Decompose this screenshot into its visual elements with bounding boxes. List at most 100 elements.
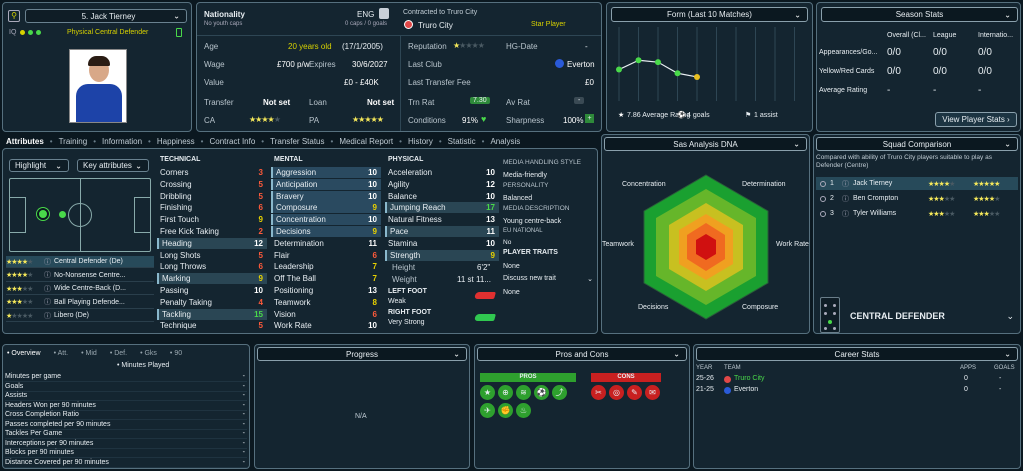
attribute-row[interactable]: Long Shots 5 (157, 250, 267, 261)
attribute-row[interactable]: Finishing 6 (157, 202, 267, 213)
attribute-row[interactable]: Dribbling 5 (157, 191, 267, 202)
attribute-row[interactable]: Pace 11 (385, 226, 499, 237)
form-point[interactable] (674, 70, 681, 77)
tab-attributes[interactable]: Attributes (6, 137, 44, 146)
overview-row: Cross Completion Ratio - (5, 410, 247, 420)
player-select-dropdown[interactable]: 5. Jack Tierney ⌄ (25, 9, 187, 23)
attribute-row[interactable]: Positioning 13 (271, 285, 381, 296)
career-team[interactable]: Everton (734, 386, 759, 393)
attribute-row[interactable]: Heading 12 (157, 237, 267, 249)
pencil-badge-icon[interactable]: ✎ (627, 385, 642, 400)
attribute-row[interactable]: Crossing 5 (157, 179, 267, 190)
dna-title-dropdown[interactable]: Sas Analysis DNA ⌄ (604, 137, 807, 151)
attribute-row[interactable]: Vision 6 (271, 309, 381, 320)
key-attributes-dropdown[interactable]: Key attributes ⌄ (77, 159, 149, 172)
star-badge-icon[interactable]: ★ (480, 385, 495, 400)
squad-title-dropdown[interactable]: Squad Comparison ⌄ (816, 137, 1018, 151)
attribute-row[interactable]: Passing 10 (157, 285, 267, 296)
attribute-row[interactable]: Concentration 10 (271, 214, 381, 226)
form-point[interactable] (635, 57, 642, 64)
form-point[interactable] (655, 59, 661, 66)
attribute-row[interactable]: Determination 11 (271, 238, 381, 249)
strength-badge-icon[interactable]: ✊ (498, 403, 513, 418)
note-badge-icon[interactable]: ✉ (645, 385, 660, 400)
season-title-dropdown[interactable]: Season Stats ⌄ (821, 7, 1018, 22)
tab-statistic[interactable]: Statistic (447, 137, 476, 146)
attribute-value: 7 (372, 274, 377, 284)
form-title-dropdown[interactable]: Form (Last 10 Matches) ⌄ (611, 7, 808, 22)
attribute-row[interactable]: Penalty Taking 4 (157, 297, 267, 308)
marking-badge-icon[interactable]: ≋ (516, 385, 531, 400)
attribute-row[interactable]: Bravery 10 (271, 190, 381, 202)
overview-tab[interactable]: • Att. (53, 350, 69, 357)
aerial-badge-icon[interactable]: ✈ (480, 403, 495, 418)
tackling-badge-icon[interactable]: ⚽ (534, 385, 549, 400)
tab-history[interactable]: History (407, 137, 433, 146)
career-team[interactable]: Truro City (734, 375, 765, 382)
attribute-row[interactable]: Natural Fitness 13 (385, 214, 499, 225)
attribute-row[interactable]: Tackling 15 (157, 308, 267, 320)
squad-player-row[interactable]: 2 ⓘ Ben Crompton ★★★★★ ★★★★★ (816, 192, 1018, 205)
role-row[interactable]: ★★★★★ ⓘ Ball Playing Defende... (6, 297, 154, 309)
role-row[interactable]: ★★★★★ ⓘ Wide Centre-Back (D... (6, 283, 154, 295)
form-point[interactable] (694, 73, 700, 80)
attribute-row[interactable]: Technique 5 (157, 320, 267, 331)
attribute-row[interactable]: Marking 9 (157, 273, 267, 285)
tab-training[interactable]: Training (58, 137, 88, 146)
role-row[interactable]: ★★★★★ ⓘ Central Defender (De) (6, 256, 154, 268)
club-link[interactable]: Truro City (418, 21, 453, 30)
tab-medical-report[interactable]: Medical Report (339, 137, 394, 146)
tab-transfer-status[interactable]: Transfer Status (270, 137, 325, 146)
attribute-row[interactable]: Acceleration 10 (385, 167, 499, 178)
attribute-row[interactable]: Off The Ball 7 (271, 273, 381, 284)
attribute-row[interactable]: Work Rate 10 (271, 320, 381, 331)
tab-happiness[interactable]: Happiness (156, 137, 195, 146)
overview-tab[interactable]: • 90 (169, 350, 183, 357)
form-point[interactable] (616, 66, 622, 73)
attribute-row[interactable]: Agility 12 (385, 179, 499, 190)
attribute-row[interactable]: Stamina 10 (385, 238, 499, 249)
stamina-badge-icon[interactable]: ♨ (516, 403, 531, 418)
height-value: 6'2" (477, 263, 491, 272)
overview-tab[interactable]: • Mid (81, 350, 97, 357)
tab-analysis[interactable]: Analysis (490, 137, 521, 146)
lastclub-value[interactable]: Everton (567, 60, 595, 69)
attribute-row[interactable]: Corners 3 (157, 167, 267, 178)
attribute-name: Aggression (276, 168, 317, 177)
proscons-title-dropdown[interactable]: Pros and Cons ⌄ (477, 347, 687, 361)
attribute-row[interactable]: Free Kick Taking 2 (157, 226, 267, 237)
career-title-dropdown[interactable]: Career Stats ⌄ (696, 347, 1018, 361)
discuss-trait-dropdown[interactable]: Discuss new trait ⌄ (503, 275, 595, 286)
attribute-row[interactable]: Leadership 7 (271, 261, 381, 272)
attribute-row[interactable]: Aggression 10 (271, 167, 381, 178)
attribute-row[interactable]: Composure 9 (271, 202, 381, 214)
attribute-row[interactable]: First Touch 9 (157, 214, 267, 225)
player-photo (69, 49, 127, 123)
tab-contract-info[interactable]: Contract Info (209, 137, 256, 146)
attribute-row[interactable]: Anticipation 10 (271, 178, 381, 190)
view-player-stats-button[interactable]: View Player Stats › (935, 112, 1017, 127)
overview-tab[interactable]: • Overview (7, 350, 41, 357)
highlight-dropdown[interactable]: Highlight ⌄ (9, 159, 69, 172)
attribute-row[interactable]: Balance 10 (385, 191, 499, 202)
attribute-row[interactable]: Teamwork 8 (271, 297, 381, 308)
chevron-down-icon[interactable]: ⌄ (1006, 311, 1014, 321)
heading-badge-icon[interactable]: ⊕ (498, 385, 513, 400)
tab-information[interactable]: Information (102, 137, 143, 146)
role-row[interactable]: ★★★★★ ⓘ Libero (De) (6, 310, 154, 322)
role-row[interactable]: ★★★★★ ⓘ No-Nonsense Centre... (6, 270, 154, 282)
pin-icon[interactable]: ⚲ (8, 10, 20, 22)
overview-tab[interactable]: • Gks (140, 350, 157, 357)
squad-player-row[interactable]: 3 ⓘ Tyler Williams ★★★★★ ★★★★★ (816, 207, 1018, 220)
attribute-row[interactable]: Flair 6 (271, 250, 381, 261)
attribute-row[interactable]: Strength 9 (385, 249, 499, 261)
progress-title-dropdown[interactable]: Progress ⌄ (257, 347, 467, 361)
tools-badge-icon[interactable]: ✂ (591, 385, 606, 400)
jumping-badge-icon[interactable]: ⤴ (552, 385, 567, 400)
target-badge-icon[interactable]: ◎ (609, 385, 624, 400)
attribute-row[interactable]: Jumping Reach 17 (385, 202, 499, 214)
overview-tab[interactable]: • Def. (109, 350, 128, 357)
attribute-row[interactable]: Long Throws 6 (157, 261, 267, 272)
attribute-row[interactable]: Decisions 9 (271, 226, 381, 237)
squad-player-row[interactable]: 1 ⓘ Jack Tierney ★★★★★ ★★★★★ (816, 177, 1018, 190)
